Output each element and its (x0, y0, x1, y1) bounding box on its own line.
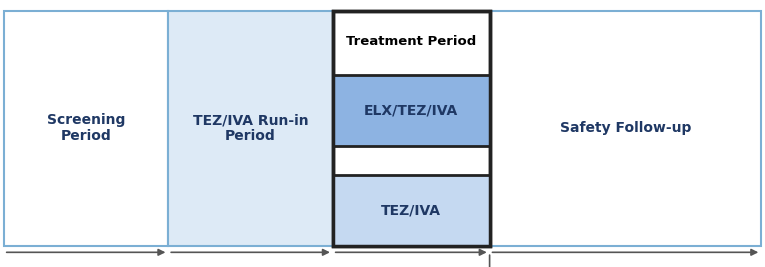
Bar (333, 175, 490, 246)
Bar (4, 11, 168, 246)
Text: TEZ/IVA Run-in
Period: TEZ/IVA Run-in Period (193, 113, 308, 143)
Text: Screening
Period: Screening Period (47, 113, 125, 143)
Bar (490, 11, 761, 246)
Bar (333, 75, 490, 146)
Text: ELX/TEZ/IVA: ELX/TEZ/IVA (364, 104, 458, 118)
Bar (333, 11, 490, 246)
Bar (333, 11, 490, 246)
Text: Treatment Period: Treatment Period (346, 35, 477, 48)
Text: Safety Follow-up: Safety Follow-up (560, 121, 691, 135)
Bar (168, 11, 333, 246)
Text: TEZ/IVA: TEZ/IVA (381, 203, 441, 217)
